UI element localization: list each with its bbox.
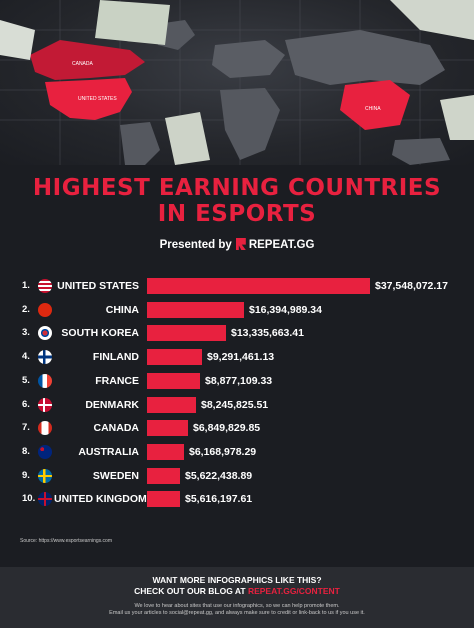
value-label: $8,245,825.51	[201, 398, 269, 411]
category-label: DENMARK	[85, 398, 139, 411]
china-shape	[340, 80, 410, 130]
bar	[147, 420, 188, 437]
rank-label: 3.	[22, 327, 30, 339]
united-states-shape	[45, 78, 132, 120]
bar	[147, 396, 196, 413]
rank-label: 10.	[22, 493, 36, 505]
value-label: $6,168,978.29	[189, 445, 257, 458]
rank-label: 8.	[22, 445, 30, 457]
bar	[147, 372, 200, 389]
south-america-shape	[120, 122, 160, 165]
canada-shape	[30, 40, 145, 80]
footer-note-line-1: We love to hear about sites that use our…	[134, 603, 340, 609]
flag-fi-icon	[38, 350, 52, 365]
category-label: CHINA	[105, 303, 139, 316]
map-label-united-states: UNITED STATES	[78, 96, 117, 102]
presented-by: Presented by REPEAT.GG	[0, 238, 474, 251]
value-label: $37,548,072.17	[375, 280, 448, 292]
footer-cta-prefix: CHECK OUT OUR BLOG AT	[134, 586, 246, 596]
bar-chart: 1. UNITED STATES $37,548,072.17 2. CHINA $16,…	[0, 270, 474, 567]
repeat-logo-icon	[235, 238, 246, 250]
category-label: SOUTH KOREA	[61, 327, 139, 340]
category-label: FINLAND	[92, 351, 139, 364]
map-label-china: CHINA	[365, 106, 381, 112]
source-note: Source: https://www.esportsearnings.com	[20, 538, 112, 544]
flag-dk-icon	[38, 397, 52, 412]
flag-ca-icon	[38, 421, 52, 436]
flag-se-icon	[38, 468, 52, 483]
bar	[147, 491, 180, 508]
money-bill-center	[165, 112, 210, 165]
value-label: $6,849,829.85	[193, 422, 261, 435]
rank-label: 9.	[22, 469, 30, 481]
value-label: $5,622,438.89	[185, 469, 253, 482]
europe-shape	[212, 40, 285, 78]
rank-label: 7.	[22, 422, 30, 434]
map-label-canada: CANADA	[72, 61, 94, 67]
world-map-banner: CANADA UNITED STATES CHINA	[0, 0, 474, 165]
blog-link[interactable]: REPEAT.GG/CONTENT	[247, 586, 340, 596]
bar	[147, 278, 370, 294]
footer-note-line-2: Email us your articles to social@repeat.…	[109, 610, 365, 616]
value-label: $5,616,197.61	[185, 493, 253, 506]
bar	[147, 443, 184, 460]
rank-label: 1.	[22, 280, 30, 291]
rank-label: 5.	[22, 374, 30, 386]
flag-kr-icon	[38, 326, 52, 341]
flag-cn-icon	[38, 302, 52, 317]
flag-fr-icon	[38, 373, 52, 388]
flag-gb-icon	[38, 492, 52, 507]
value-label: $9,291,461.13	[207, 351, 275, 364]
rank-label: 4.	[22, 351, 30, 363]
presented-by-label: Presented by	[159, 239, 232, 251]
australia-shape	[392, 138, 450, 165]
bar	[147, 301, 244, 318]
flag-us-icon	[38, 279, 52, 293]
category-label: CANADA	[93, 422, 140, 435]
category-label: SWEDEN	[92, 469, 139, 482]
footer-cta-line-1: WANT MORE INFOGRAPHICS LIKE THIS?	[152, 575, 322, 585]
brand-name: REPEAT.GG	[248, 239, 315, 251]
page-title-line-2: IN ESPORTS	[157, 201, 317, 227]
africa-shape	[220, 88, 280, 160]
money-bill-lower-right	[440, 95, 474, 140]
category-label: AUSTRALIA	[78, 445, 139, 458]
category-label: UNITED KINGDOM	[54, 493, 147, 506]
bar	[147, 467, 180, 484]
rank-label: 6.	[22, 398, 30, 410]
value-label: $13,335,663.41	[231, 327, 304, 340]
flag-au-icon	[38, 444, 52, 459]
page-title-line-1: HIGHEST EARNING COUNTRIES	[32, 175, 442, 201]
money-bill-top	[95, 0, 170, 45]
money-bill-right	[390, 0, 474, 40]
money-bill-left	[0, 20, 35, 60]
asia-shape	[285, 30, 445, 85]
category-label: FRANCE	[95, 374, 139, 387]
world-map-illustration: CANADA UNITED STATES CHINA	[0, 0, 474, 165]
bar	[147, 349, 202, 366]
rank-label: 2.	[22, 303, 30, 315]
value-label: $8,877,109.33	[205, 374, 273, 387]
category-label: UNITED STATES	[57, 280, 139, 292]
footer: WANT MORE INFOGRAPHICS LIKE THIS? CHECK …	[0, 567, 474, 628]
bar	[147, 325, 226, 342]
footer-cta-line-2: CHECK OUT OUR BLOG AT REPEAT.GG/CONTENT	[0, 586, 474, 596]
value-label: $16,394,989.34	[249, 303, 322, 316]
